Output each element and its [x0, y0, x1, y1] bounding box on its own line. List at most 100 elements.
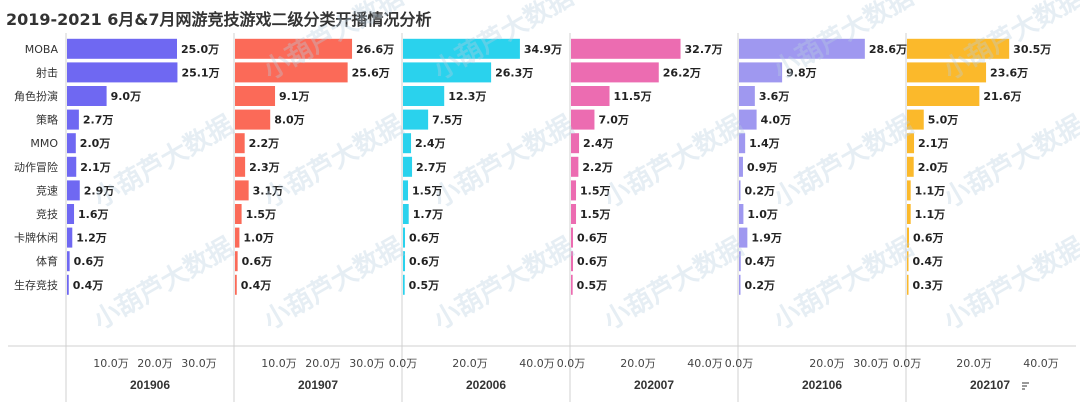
bar[interactable] [739, 62, 783, 83]
bar[interactable] [739, 204, 744, 224]
bar[interactable] [739, 86, 755, 106]
bar[interactable] [67, 109, 79, 130]
bar[interactable] [67, 133, 76, 154]
bar[interactable] [403, 86, 445, 106]
bar[interactable] [739, 274, 741, 295]
bar[interactable] [571, 274, 573, 295]
bar[interactable] [235, 180, 249, 201]
bar[interactable] [403, 109, 429, 130]
bar[interactable] [907, 133, 915, 154]
bar[interactable] [235, 227, 240, 248]
data-label: 0.2万 [745, 279, 776, 292]
tick-label: 10.0万 [93, 357, 129, 370]
bar[interactable] [403, 38, 520, 59]
bar[interactable] [235, 251, 238, 272]
sort-icon[interactable] [1022, 382, 1029, 390]
watermark: 小葫芦大数据 [939, 110, 1080, 214]
bar[interactable] [403, 133, 412, 154]
bar[interactable] [67, 62, 178, 83]
category-label: 卡牌休闲 [14, 231, 58, 245]
data-label: 1.5万 [412, 184, 443, 197]
bar[interactable] [403, 251, 406, 272]
bar[interactable] [67, 38, 177, 59]
bar[interactable] [739, 38, 865, 59]
category-label: MOBA [25, 43, 59, 56]
bar[interactable] [571, 180, 577, 201]
bar[interactable] [235, 86, 276, 106]
bar[interactable] [571, 109, 595, 130]
watermark: 小葫芦大数据 [89, 232, 239, 336]
bar[interactable] [907, 109, 924, 130]
bar[interactable] [403, 62, 492, 83]
bar[interactable] [403, 274, 405, 295]
bar[interactable] [907, 62, 987, 83]
watermark: 小葫芦大数据 [939, 232, 1080, 336]
bar[interactable] [235, 274, 237, 295]
bar[interactable] [67, 180, 80, 201]
bar[interactable] [67, 251, 70, 272]
bar[interactable] [571, 86, 610, 106]
bar[interactable] [67, 86, 107, 106]
bar[interactable] [235, 204, 242, 224]
bar[interactable] [907, 38, 1010, 59]
tick-label: 20.0万 [305, 357, 341, 370]
data-label: 25.6万 [352, 66, 390, 79]
bar[interactable] [907, 180, 911, 201]
bar[interactable] [907, 227, 910, 248]
bar[interactable] [235, 156, 246, 177]
bar[interactable] [739, 251, 741, 272]
data-label: 2.9万 [84, 184, 115, 197]
data-label: 26.2万 [663, 66, 701, 79]
bar[interactable] [235, 62, 348, 83]
bar[interactable] [67, 156, 77, 177]
data-label: 1.6万 [78, 208, 109, 221]
bar[interactable] [403, 204, 409, 224]
bar[interactable] [571, 156, 579, 177]
watermark: 小葫芦大数据 [599, 232, 749, 336]
bar[interactable] [571, 38, 681, 59]
data-label: 2.1万 [80, 161, 111, 174]
panel-title: 202106 [802, 378, 842, 392]
data-label: 2.3万 [249, 161, 280, 174]
data-label: 30.5万 [1013, 43, 1051, 56]
data-label: 2.4万 [583, 137, 614, 150]
bar[interactable] [403, 180, 409, 201]
bar[interactable] [403, 156, 413, 177]
category-label: 动作冒险 [14, 160, 58, 174]
bar[interactable] [907, 251, 909, 272]
data-label: 0.6万 [409, 255, 440, 268]
bar[interactable] [571, 204, 577, 224]
data-label: 0.4万 [745, 255, 776, 268]
bar[interactable] [907, 156, 914, 177]
panel-202006: 34.9万 26.3万 12.3万 7.5万 2.4万 2.7万 1.5万 1.7万 0.6万 0… [389, 38, 562, 392]
bar[interactable] [403, 227, 406, 248]
bar[interactable] [235, 133, 245, 154]
bar[interactable] [907, 274, 909, 295]
category-label: 射击 [36, 65, 58, 79]
bar[interactable] [67, 274, 69, 295]
bar[interactable] [907, 204, 911, 224]
bar[interactable] [907, 86, 980, 106]
bar[interactable] [235, 109, 271, 130]
panel-202007: 32.7万 26.2万 11.5万 7.0万 2.4万 2.2万 1.5万 1.5万 0.6万 0… [557, 38, 723, 392]
bar[interactable] [571, 133, 580, 154]
bar[interactable] [739, 180, 741, 201]
data-label: 0.6万 [74, 255, 105, 268]
bar[interactable] [235, 38, 353, 59]
bar[interactable] [571, 62, 659, 83]
bar[interactable] [571, 227, 574, 248]
bar[interactable] [739, 227, 748, 248]
panel-202107: 30.5万 23.6万 21.6万 5.0万 2.1万 2.0万 1.1万 1.1万 0.6万 0… [893, 38, 1059, 392]
data-label: 7.5万 [432, 114, 463, 127]
bar[interactable] [571, 251, 574, 272]
data-label: 4.0万 [761, 114, 792, 127]
data-label: 26.3万 [495, 66, 533, 79]
panel-202106: 28.6万 9.8万 3.6万 4.0万 1.4万 0.9万 0.2万 1.0万 1.9万 0.4… [725, 38, 907, 392]
bar[interactable] [739, 133, 746, 154]
bar[interactable] [67, 204, 75, 224]
bar[interactable] [67, 227, 73, 248]
bar[interactable] [739, 156, 743, 177]
bar[interactable] [739, 109, 757, 130]
panel-201906: 25.0万 25.1万 9.0万 2.7万 2.0万 2.1万 2.9万 1.6万 1.2万 0.… [67, 38, 220, 392]
tick-label: 20.0万 [137, 357, 173, 370]
